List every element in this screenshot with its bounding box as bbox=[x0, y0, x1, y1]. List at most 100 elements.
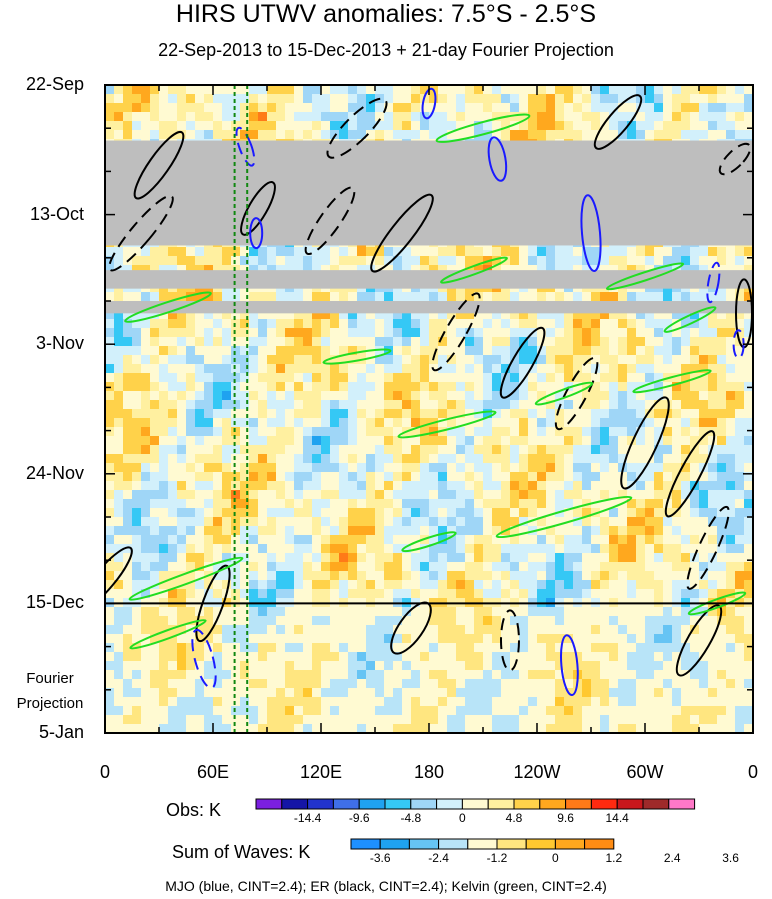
anomaly-cell bbox=[474, 445, 484, 455]
anomaly-cell bbox=[456, 427, 466, 437]
anomaly-cell bbox=[519, 418, 529, 428]
anomaly-cell bbox=[519, 607, 529, 617]
anomaly-cell bbox=[195, 472, 205, 482]
anomaly-cell bbox=[573, 508, 583, 518]
anomaly-cell bbox=[294, 508, 304, 518]
anomaly-cell bbox=[294, 661, 304, 671]
anomaly-cell bbox=[438, 463, 448, 473]
anomaly-cell bbox=[204, 697, 214, 707]
anomaly-cell bbox=[510, 409, 520, 419]
anomaly-cell bbox=[492, 310, 502, 320]
anomaly-cell bbox=[681, 472, 691, 482]
anomaly-cell bbox=[258, 310, 268, 320]
anomaly-cell bbox=[672, 94, 682, 104]
anomaly-cell bbox=[546, 580, 556, 590]
anomaly-cell bbox=[141, 436, 151, 446]
anomaly-cell bbox=[240, 427, 250, 437]
anomaly-cell bbox=[168, 391, 178, 401]
anomaly-cell bbox=[195, 94, 205, 104]
anomaly-cell bbox=[348, 607, 358, 617]
anomaly-cell bbox=[735, 445, 745, 455]
anomaly-cell bbox=[393, 337, 403, 347]
anomaly-cell bbox=[627, 310, 637, 320]
anomaly-cell bbox=[582, 130, 592, 140]
anomaly-cell bbox=[537, 319, 547, 329]
anomaly-cell bbox=[204, 436, 214, 446]
anomaly-cell bbox=[564, 454, 574, 464]
anomaly-cell bbox=[735, 463, 745, 473]
anomaly-cell bbox=[726, 400, 736, 410]
anomaly-cell bbox=[681, 652, 691, 662]
anomaly-cell bbox=[537, 454, 547, 464]
anomaly-cell bbox=[726, 580, 736, 590]
anomaly-cell bbox=[195, 670, 205, 680]
anomaly-cell bbox=[258, 454, 268, 464]
anomaly-cell bbox=[555, 454, 565, 464]
anomaly-cell bbox=[150, 652, 160, 662]
anomaly-cell bbox=[402, 670, 412, 680]
anomaly-cell bbox=[339, 670, 349, 680]
anomaly-cell bbox=[285, 130, 295, 140]
anomaly-cell bbox=[555, 607, 565, 617]
anomaly-cell bbox=[501, 418, 511, 428]
anomaly-cell bbox=[555, 292, 565, 302]
anomaly-cell bbox=[519, 427, 529, 437]
anomaly-cell bbox=[384, 436, 394, 446]
anomaly-cell bbox=[114, 697, 124, 707]
anomaly-cell bbox=[537, 589, 547, 599]
anomaly-cell bbox=[636, 544, 646, 554]
anomaly-cell bbox=[708, 121, 718, 131]
anomaly-cell bbox=[231, 688, 241, 698]
anomaly-cell bbox=[402, 382, 412, 392]
anomaly-cell bbox=[402, 472, 412, 482]
anomaly-cell bbox=[276, 544, 286, 554]
anomaly-cell bbox=[177, 625, 187, 635]
anomaly-cell bbox=[492, 337, 502, 347]
anomaly-cell bbox=[393, 616, 403, 626]
anomaly-cell bbox=[231, 634, 241, 644]
anomaly-cell bbox=[573, 319, 583, 329]
anomaly-cell bbox=[456, 292, 466, 302]
anomaly-cell bbox=[285, 265, 295, 275]
anomaly-cell bbox=[546, 571, 556, 581]
anomaly-cell bbox=[132, 400, 142, 410]
anomaly-cell bbox=[357, 265, 367, 275]
anomaly-cell bbox=[519, 580, 529, 590]
anomaly-cell bbox=[366, 400, 376, 410]
anomaly-cell bbox=[168, 670, 178, 680]
anomaly-cell bbox=[456, 391, 466, 401]
anomaly-cell bbox=[249, 337, 259, 347]
anomaly-cell bbox=[690, 490, 700, 500]
anomaly-cell bbox=[663, 130, 673, 140]
anomaly-cell bbox=[222, 697, 232, 707]
anomaly-cell bbox=[429, 616, 439, 626]
anomaly-cell bbox=[186, 355, 196, 365]
anomaly-cell bbox=[267, 607, 277, 617]
anomaly-cell bbox=[582, 418, 592, 428]
anomaly-cell bbox=[132, 427, 142, 437]
anomaly-cell bbox=[105, 463, 115, 473]
anomaly-cell bbox=[312, 436, 322, 446]
anomaly-cell bbox=[609, 580, 619, 590]
anomaly-cell bbox=[546, 589, 556, 599]
anomaly-cell bbox=[420, 292, 430, 302]
anomaly-cell bbox=[582, 310, 592, 320]
anomaly-cell bbox=[384, 346, 394, 356]
anomaly-cell bbox=[339, 130, 349, 140]
anomaly-cell bbox=[123, 103, 133, 113]
anomaly-cell bbox=[690, 535, 700, 545]
anomaly-cell bbox=[708, 292, 718, 302]
anomaly-cell bbox=[573, 292, 583, 302]
anomaly-cell bbox=[357, 130, 367, 140]
anomaly-cell bbox=[618, 445, 628, 455]
anomaly-cell bbox=[573, 265, 583, 275]
anomaly-cell bbox=[195, 418, 205, 428]
anomaly-cell bbox=[609, 553, 619, 563]
anomaly-cell bbox=[537, 445, 547, 455]
anomaly-cell bbox=[591, 679, 601, 689]
anomaly-cell bbox=[294, 571, 304, 581]
anomaly-cell bbox=[375, 319, 385, 329]
anomaly-cell bbox=[411, 643, 421, 653]
anomaly-cell bbox=[699, 499, 709, 509]
anomaly-cell bbox=[402, 355, 412, 365]
